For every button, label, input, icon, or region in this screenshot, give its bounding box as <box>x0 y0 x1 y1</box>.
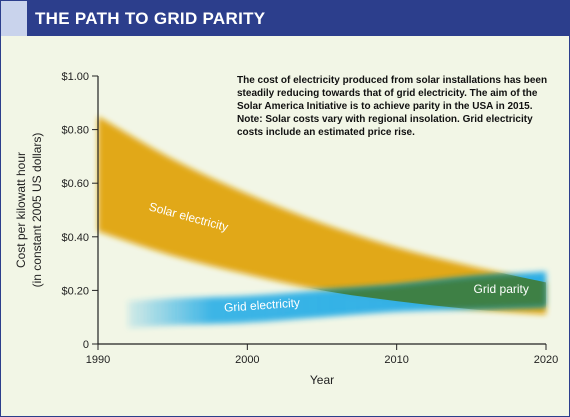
y-tick-label: $0.80 <box>61 125 89 137</box>
chart-title: THE PATH TO GRID PARITY <box>35 8 266 28</box>
chart-note: The cost of electricity produced from so… <box>237 75 548 138</box>
chart-plot: 0 $0.20 $0.40 $0.60 $0.80 $1.00 1990 2000 2010 20… <box>14 71 558 387</box>
y-tick-label: $1.00 <box>61 71 89 83</box>
x-tick-label: 1990 <box>86 354 110 366</box>
y-tick-label: $0.20 <box>61 285 89 297</box>
annotation-label: Grid electricity <box>224 296 301 315</box>
header-accent <box>1 1 27 36</box>
header-bar: THE PATH TO GRID PARITY <box>1 1 569 36</box>
y-tick-label: $0.40 <box>61 232 89 244</box>
annotation-label: Grid parity <box>474 282 529 296</box>
y-axis-label: Cost per kilowatt hour <box>14 152 28 268</box>
x-tick-label: 2000 <box>235 354 259 366</box>
y-axis-label-units: (in constant 2005 US dollars) <box>30 133 44 288</box>
x-axis-label: Year <box>310 373 334 387</box>
series-band-solar-electricity <box>98 116 546 315</box>
x-tick-label: 2010 <box>384 354 408 366</box>
y-tick-label: 0 <box>83 339 89 351</box>
y-tick-label: $0.60 <box>61 178 89 190</box>
x-tick-label: 2020 <box>534 354 558 366</box>
